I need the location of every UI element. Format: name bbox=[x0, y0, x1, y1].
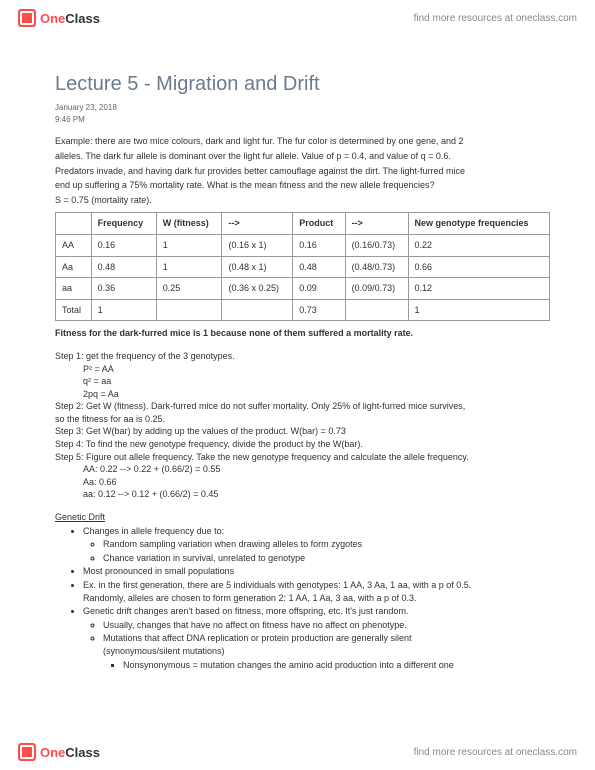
table-row: Total10.731 bbox=[56, 299, 550, 321]
table-header: Product bbox=[293, 213, 345, 235]
intro-line: alleles. The dark fur allele is dominant… bbox=[55, 150, 550, 163]
list-text: Ex. in the first generation, there are 5… bbox=[83, 580, 471, 590]
list-item: Changes in allele frequency due to: Rand… bbox=[83, 525, 550, 565]
cell: Total bbox=[56, 299, 92, 321]
table-header: New genotype frequencies bbox=[408, 213, 550, 235]
cell bbox=[222, 299, 293, 321]
list-item: Chance variation in survival, unrelated … bbox=[103, 552, 550, 565]
table-header-row: Frequency W (fitness) --> Product --> Ne… bbox=[56, 213, 550, 235]
step-line: Step 1: get the frequency of the 3 genot… bbox=[55, 350, 550, 363]
cell: 0.48 bbox=[293, 256, 345, 278]
logo-text-one: One bbox=[40, 11, 65, 26]
step-sub: q² = aa bbox=[83, 375, 550, 388]
cell bbox=[345, 299, 408, 321]
logo-icon bbox=[18, 9, 36, 27]
cell: 0.16 bbox=[293, 234, 345, 256]
time-text: 9:46 PM bbox=[55, 114, 550, 125]
cell: 1 bbox=[156, 234, 222, 256]
cell bbox=[156, 299, 222, 321]
cell: 0.66 bbox=[408, 256, 550, 278]
drift-heading: Genetic Drift bbox=[55, 511, 550, 524]
cell: 1 bbox=[156, 256, 222, 278]
cell: 0.22 bbox=[408, 234, 550, 256]
cell: 0.09 bbox=[293, 278, 345, 300]
drift-section: Genetic Drift Changes in allele frequenc… bbox=[55, 511, 550, 671]
table-header: --> bbox=[222, 213, 293, 235]
steps-section: Step 1: get the frequency of the 3 genot… bbox=[55, 350, 550, 501]
cell: AA bbox=[56, 234, 92, 256]
step-line: so the fitness for aa is 0.25. bbox=[55, 413, 550, 426]
page-footer: OneClass find more resources at oneclass… bbox=[0, 734, 595, 770]
cell: 0.36 bbox=[91, 278, 156, 300]
cell: (0.16 x 1) bbox=[222, 234, 293, 256]
step-line: Step 4: To find the new genotype frequen… bbox=[55, 438, 550, 451]
cell: 0.12 bbox=[408, 278, 550, 300]
intro-line: S = 0.75 (mortality rate). bbox=[55, 194, 550, 207]
list-item: Ex. in the first generation, there are 5… bbox=[83, 579, 550, 604]
step-sub: P² = AA bbox=[83, 363, 550, 376]
page-title: Lecture 5 - Migration and Drift bbox=[55, 70, 550, 98]
header-link[interactable]: find more resources at oneclass.com bbox=[414, 13, 577, 24]
intro-line: Example: there are two mice colours, dar… bbox=[55, 135, 550, 148]
page-header: OneClass find more resources at oneclass… bbox=[0, 0, 595, 36]
list-item: Mutations that affect DNA replication or… bbox=[103, 632, 550, 671]
cell: 0.48 bbox=[91, 256, 156, 278]
list-text: Changes in allele frequency due to: bbox=[83, 526, 224, 536]
cell: (0.48/0.73) bbox=[345, 256, 408, 278]
footer-link[interactable]: find more resources at oneclass.com bbox=[414, 747, 577, 758]
list-item: Most pronounced in small populations bbox=[83, 565, 550, 578]
cell: 1 bbox=[408, 299, 550, 321]
cell: 0.25 bbox=[156, 278, 222, 300]
genotype-table: Frequency W (fitness) --> Product --> Ne… bbox=[55, 212, 550, 321]
list-item: Nonsynonymous = mutation changes the ami… bbox=[123, 659, 550, 672]
list-text: Randomly, alleles are chosen to form gen… bbox=[83, 593, 417, 603]
table-row: Aa0.481(0.48 x 1)0.48(0.48/0.73)0.66 bbox=[56, 256, 550, 278]
table-row: aa0.360.25(0.36 x 0.25)0.09(0.09/0.73)0.… bbox=[56, 278, 550, 300]
brand-logo: OneClass bbox=[18, 9, 100, 27]
list-text: (synonymous/silent mutations) bbox=[103, 646, 225, 656]
logo-text-one: One bbox=[40, 745, 65, 760]
drift-list: Changes in allele frequency due to: Rand… bbox=[83, 525, 550, 672]
logo-text-class: Class bbox=[65, 11, 100, 26]
list-item: Random sampling variation when drawing a… bbox=[103, 538, 550, 551]
logo-icon bbox=[18, 743, 36, 761]
list-item: Genetic drift changes aren't based on fi… bbox=[83, 605, 550, 671]
intro-line: end up suffering a 75% mortality rate. W… bbox=[55, 179, 550, 192]
step-sub: AA: 0.22 --> 0.22 + (0.66/2) = 0.55 bbox=[83, 463, 550, 476]
step-line: Step 5: Figure out allele frequency. Tak… bbox=[55, 451, 550, 464]
date-text: January 23, 2018 bbox=[55, 102, 550, 113]
step-sub: 2pq = Aa bbox=[83, 388, 550, 401]
cell: (0.48 x 1) bbox=[222, 256, 293, 278]
table-header: --> bbox=[345, 213, 408, 235]
cell: (0.16/0.73) bbox=[345, 234, 408, 256]
cell: aa bbox=[56, 278, 92, 300]
list-text: Genetic drift changes aren't based on fi… bbox=[83, 606, 408, 616]
table-row: AA0.161(0.16 x 1)0.16(0.16/0.73)0.22 bbox=[56, 234, 550, 256]
cell: (0.36 x 0.25) bbox=[222, 278, 293, 300]
table-note: Fitness for the dark-furred mice is 1 be… bbox=[55, 327, 550, 340]
table-header bbox=[56, 213, 92, 235]
step-sub: aa: 0.12 --> 0.12 + (0.66/2) = 0.45 bbox=[83, 488, 550, 501]
step-line: Step 3: Get W(bar) by adding up the valu… bbox=[55, 425, 550, 438]
step-sub: Aa: 0.66 bbox=[83, 476, 550, 489]
list-item: Usually, changes that have no affect on … bbox=[103, 619, 550, 632]
cell: 0.73 bbox=[293, 299, 345, 321]
step-line: Step 2: Get W (fitness). Dark-furred mic… bbox=[55, 400, 550, 413]
brand-logo: OneClass bbox=[18, 743, 100, 761]
list-text: Mutations that affect DNA replication or… bbox=[103, 633, 412, 643]
logo-text-class: Class bbox=[65, 745, 100, 760]
cell: 1 bbox=[91, 299, 156, 321]
cell: 0.16 bbox=[91, 234, 156, 256]
document-body: Lecture 5 - Migration and Drift January … bbox=[55, 70, 550, 672]
intro-line: Predators invade, and having dark fur pr… bbox=[55, 165, 550, 178]
cell: (0.09/0.73) bbox=[345, 278, 408, 300]
table-header: Frequency bbox=[91, 213, 156, 235]
table-header: W (fitness) bbox=[156, 213, 222, 235]
intro-paragraph: Example: there are two mice colours, dar… bbox=[55, 135, 550, 206]
cell: Aa bbox=[56, 256, 92, 278]
